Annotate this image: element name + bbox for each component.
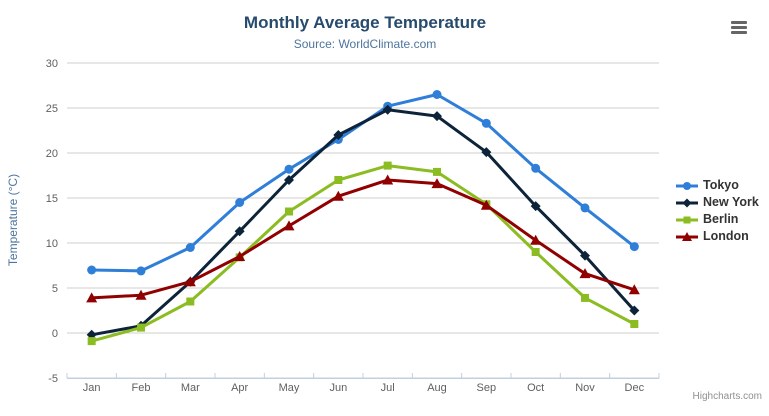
series-point-new-york-jul <box>382 104 393 115</box>
series-point-tokyo-sep <box>481 118 491 128</box>
series-point-new-york-dec <box>629 305 640 316</box>
legend-label: Berlin <box>703 211 739 226</box>
series-point-new-york-nov <box>580 250 590 261</box>
y-axis-label: 25 <box>46 103 58 115</box>
series-point-london-aug <box>431 178 443 189</box>
series-point-london-dec <box>628 284 640 295</box>
series-point-new-york-aug <box>432 111 442 122</box>
series-point-tokyo-oct <box>531 163 541 173</box>
y-axis-label: -5 <box>48 373 58 385</box>
series-point-berlin-dec <box>630 320 639 328</box>
export-menu-button[interactable] <box>729 17 751 37</box>
x-axis-label: Feb <box>132 382 151 394</box>
x-axis-label: Oct <box>527 382 544 394</box>
y-axis-label: 15 <box>46 193 58 205</box>
series-point-berlin-jul <box>383 161 392 170</box>
series-point-berlin-oct <box>531 248 540 256</box>
chart-title: Monthly Average Temperature <box>243 13 487 32</box>
legend-symbol-triangle <box>682 231 692 241</box>
y-axis-label: 0 <box>52 328 58 340</box>
y-axis-label: 30 <box>46 58 58 70</box>
series-point-tokyo-may <box>284 164 294 174</box>
series-point-london-jul <box>382 174 394 185</box>
series-point-london-nov <box>579 268 591 279</box>
credits-link[interactable]: Highcharts.com <box>692 391 762 402</box>
series-point-tokyo-nov <box>580 203 590 213</box>
series-point-new-york-apr <box>234 226 245 237</box>
x-axis-label: Sep <box>477 382 497 394</box>
series-point-new-york-may <box>284 175 294 185</box>
y-axis-label: 20 <box>46 148 58 160</box>
legend-symbol-diamond <box>682 198 692 207</box>
series-point-london-may <box>283 220 295 231</box>
series-point-london-sep <box>480 199 492 210</box>
x-axis-label: Nov <box>575 382 595 394</box>
series-point-berlin-feb <box>137 323 145 332</box>
series-point-london-apr <box>234 251 246 261</box>
x-axis-label: Aug <box>427 382 447 394</box>
hamburger-icon <box>731 25 747 29</box>
series-point-new-york-jun <box>333 130 344 140</box>
series-line-new-york <box>90 108 636 337</box>
series-point-tokyo-dec <box>629 242 639 252</box>
legend-label: New York <box>703 194 759 209</box>
legend-item-berlin[interactable]: Berlin <box>676 210 759 227</box>
series-point-tokyo-apr <box>235 198 245 207</box>
y-axis-label: 10 <box>46 238 58 250</box>
x-axis-label: Mar <box>181 382 200 394</box>
tokyo-circle-marker-icon <box>676 179 698 191</box>
series-point-berlin-jun <box>334 176 343 184</box>
legend-item-london[interactable]: London <box>676 227 759 244</box>
chart-subtitle: Source: WorldClimate.com <box>293 37 437 51</box>
series-point-berlin-mar <box>186 297 195 306</box>
series-point-berlin-jan <box>87 337 96 346</box>
legend-symbol-square <box>683 216 691 223</box>
y-axis-title: Temperature (°C) <box>6 173 20 267</box>
x-axis-label: May <box>279 382 300 394</box>
series-point-berlin-aug <box>433 167 441 176</box>
london-triangle-marker-icon <box>676 230 698 242</box>
legend-symbol-circle <box>683 181 691 190</box>
series-point-london-mar <box>184 276 196 287</box>
legend-label: London <box>703 228 749 243</box>
series-point-tokyo-aug <box>432 90 442 99</box>
series-line-london <box>90 178 636 300</box>
series-point-london-jun <box>332 190 344 201</box>
series-point-berlin-may <box>285 207 293 216</box>
berlin-square-marker-icon <box>676 213 698 225</box>
legend-item-new-york[interactable]: New York <box>676 193 759 210</box>
x-axis-label: Jun <box>329 382 347 394</box>
legend: Tokyo New York Berlin London <box>676 176 759 244</box>
new-york-diamond-marker-icon <box>676 196 698 208</box>
x-axis-label: Dec <box>625 382 645 394</box>
legend-item-tokyo[interactable]: Tokyo <box>676 176 759 193</box>
series-line-berlin <box>90 164 636 343</box>
series-point-tokyo-mar <box>185 243 195 252</box>
series-point-new-york-sep <box>481 147 492 158</box>
hamburger-icon <box>731 30 747 34</box>
legend-label: Tokyo <box>703 177 739 192</box>
series-point-berlin-nov <box>581 293 589 302</box>
series-point-tokyo-feb <box>136 266 146 276</box>
series-point-london-oct <box>530 234 542 245</box>
series-point-london-feb <box>135 289 147 300</box>
series-point-london-jan <box>86 292 98 303</box>
x-axis-label: Jan <box>83 382 101 394</box>
y-axis-label: 5 <box>52 283 58 295</box>
series-point-tokyo-jan <box>87 265 97 275</box>
series-point-new-york-oct <box>530 201 541 212</box>
x-axis-label: Jul <box>381 382 395 394</box>
x-axis-label: Apr <box>231 382 248 394</box>
hamburger-icon <box>731 20 747 24</box>
